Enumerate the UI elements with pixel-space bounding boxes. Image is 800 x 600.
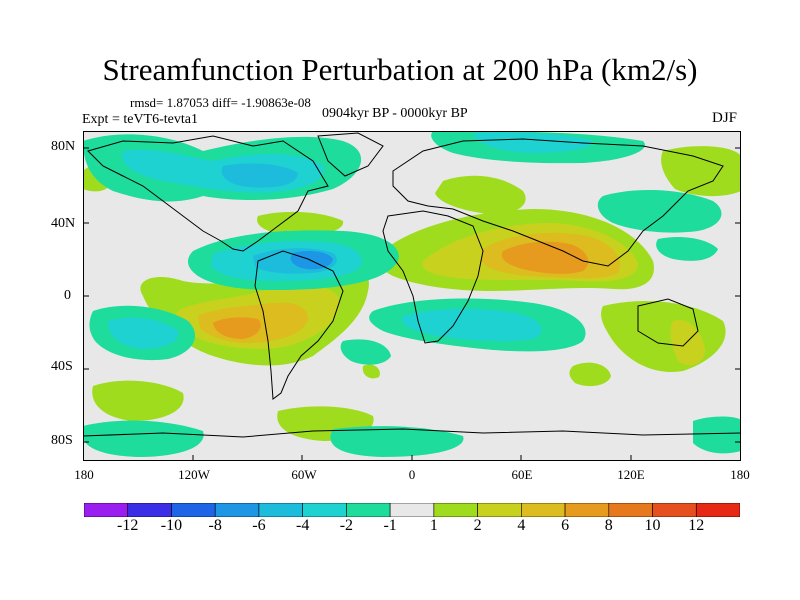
colorbar-label: 6: [561, 517, 570, 534]
anomaly-region: [693, 416, 741, 454]
anomaly-region: [656, 237, 718, 261]
colorbar-cell: [433, 503, 478, 517]
streamfunction-map: [83, 131, 741, 461]
colorbar-cell: [84, 503, 129, 517]
anomaly-region: [362, 364, 380, 379]
colorbar-label: 10: [644, 517, 661, 534]
colorbar-cell: [608, 503, 653, 517]
antarctica-coastline: [83, 428, 741, 438]
colorbar-cell: [346, 503, 391, 517]
anomaly-region: [501, 241, 589, 274]
anomaly-region: [670, 320, 705, 366]
colorbar-label: -2: [339, 517, 354, 534]
anomaly-region: [473, 132, 593, 153]
lon-label-180w: 180: [74, 467, 94, 482]
lat-label-40n: 40N: [51, 216, 76, 231]
anomaly-region: [661, 146, 741, 197]
period-label: 0904kyr BP - 0000kyr BP: [322, 106, 468, 121]
colorbar-label: -1: [383, 517, 397, 534]
lat-label-80s: 80S: [51, 433, 73, 448]
colorbar-cell: [564, 503, 610, 517]
colorbar-cell: [258, 503, 303, 517]
colorbar-label: -8: [208, 517, 222, 534]
australia-coastline: [637, 298, 699, 347]
anomaly-region: [330, 426, 464, 457]
colorbar-cell: [214, 503, 260, 517]
lat-label-80n: 80N: [51, 139, 76, 154]
lat-label-eq: 0: [64, 288, 71, 303]
season-label: DJF: [712, 110, 738, 126]
coastlines: [83, 132, 741, 438]
greenland-coastline: [317, 132, 384, 177]
colorbar-cell: [171, 503, 216, 517]
africa-coastline: [382, 210, 484, 344]
colorbar-label: -10: [160, 517, 183, 534]
lon-label-180e: 180: [730, 467, 750, 482]
lon-ticks: [192, 455, 632, 461]
anomaly-region: [108, 317, 179, 349]
colorbar-cell: [521, 503, 566, 517]
lon-label-0: 0: [408, 467, 416, 482]
negative-anomaly-regions: [83, 131, 741, 457]
anomaly-region: [221, 163, 298, 188]
lon-label-120w: 120W: [178, 467, 210, 482]
lon-label-60e: 60E: [511, 467, 533, 482]
lat-label-40s: 40S: [51, 359, 73, 374]
anomaly-region: [340, 339, 391, 365]
colorbar-label: -6: [252, 517, 266, 534]
colorbar-cell: [302, 503, 347, 517]
colorbar-label: 2: [473, 517, 482, 534]
colorbar-cell: [389, 503, 435, 517]
positive-anomaly-regions: [83, 146, 741, 441]
colorbar-label: -12: [117, 517, 139, 534]
anomaly-region: [569, 362, 611, 387]
anomaly-region: [92, 380, 184, 421]
colorbar-cell: [477, 503, 522, 517]
colorbar: [84, 503, 740, 517]
lat-ticks: [83, 147, 741, 443]
colorbar-label: 8: [604, 517, 613, 534]
colorbar-cell: [695, 503, 740, 517]
eurasia-coastline: [392, 138, 724, 267]
anomaly-region: [597, 189, 722, 233]
anomaly-region: [213, 317, 261, 339]
anomaly-region: [290, 251, 333, 270]
colorbar-cell: [652, 503, 697, 517]
lon-label-120e: 120E: [617, 467, 645, 482]
anomaly-region: [83, 420, 204, 457]
experiment-label: Expt = teVT6-tevta1: [82, 112, 198, 127]
colorbar-label: 12: [688, 517, 705, 534]
anomaly-region: [257, 211, 344, 236]
anomaly-region: [402, 308, 542, 342]
south-america-coastline: [254, 250, 344, 400]
colorbar-label: 1: [429, 517, 438, 534]
colorbar-label: -4: [295, 517, 310, 534]
colorbar-cell: [127, 503, 172, 517]
colorbar-label: 4: [517, 517, 526, 534]
rmsd-stats: rmsd= 1.87053 diff= -1.90863e-08: [130, 95, 311, 110]
north-america-coastline: [87, 135, 329, 252]
plot-title: Streamfunction Perturbation at 200 hPa (…: [102, 52, 698, 87]
anomaly-region: [435, 175, 526, 215]
lon-label-60w: 60W: [291, 467, 317, 482]
